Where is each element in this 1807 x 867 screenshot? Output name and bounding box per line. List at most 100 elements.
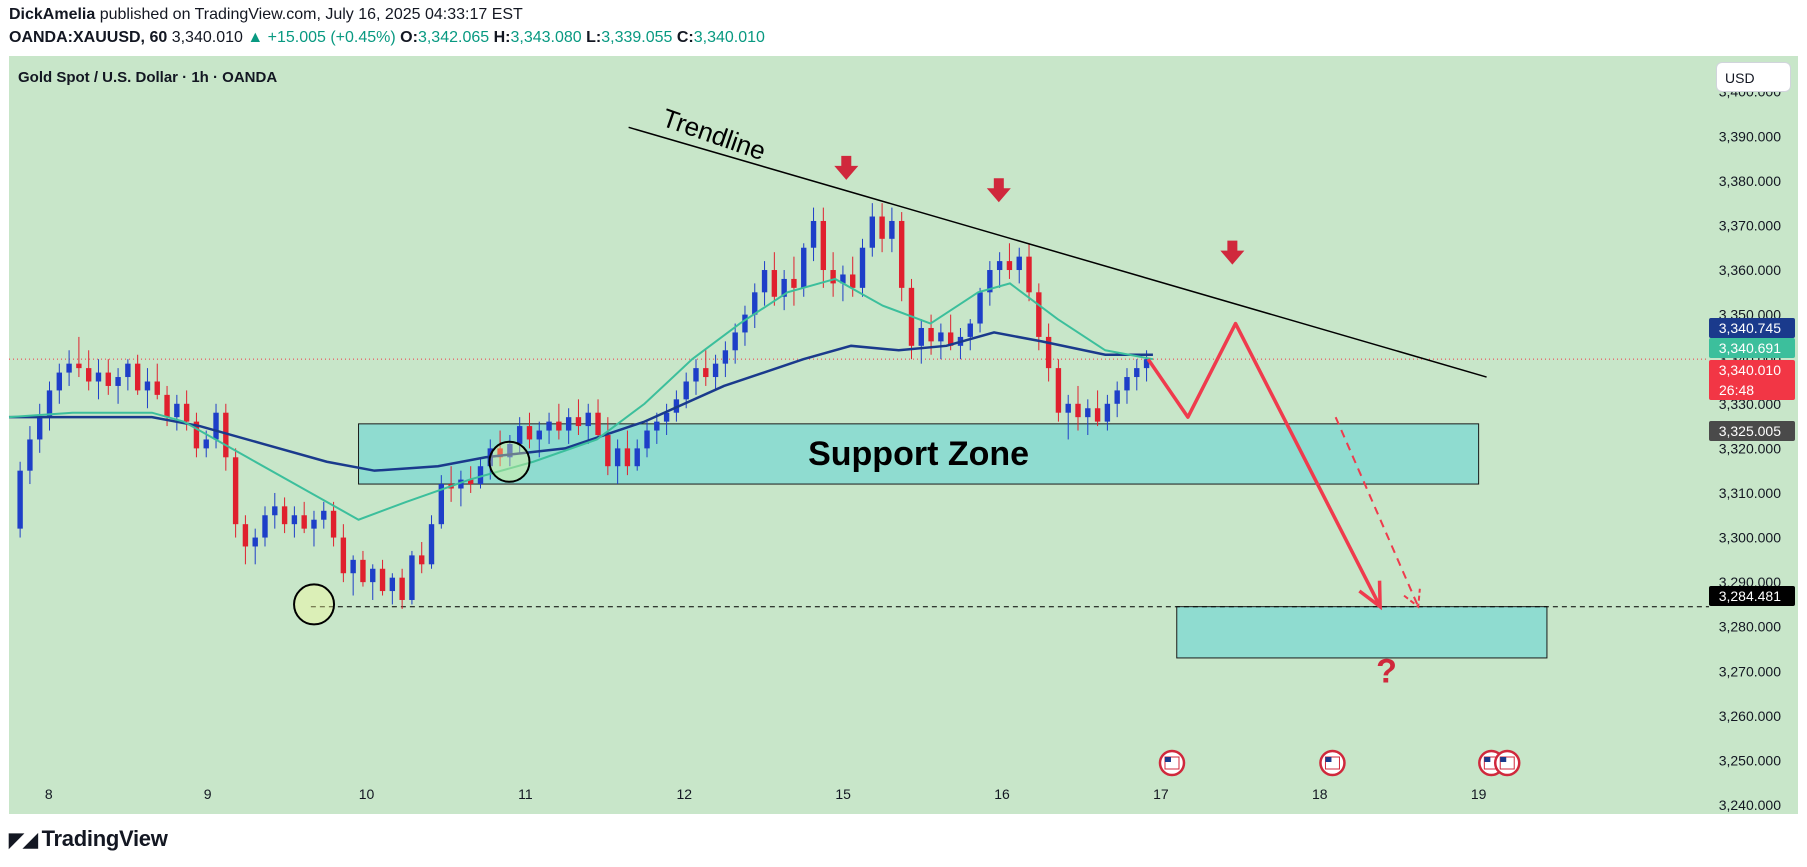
candle-body[interactable] [311, 519, 317, 529]
candle-body[interactable] [565, 417, 572, 431]
candle-body[interactable] [879, 216, 885, 239]
candle-body[interactable] [477, 466, 484, 485]
candle-body[interactable] [947, 332, 954, 346]
candle-body[interactable] [1143, 359, 1150, 369]
candle-body[interactable] [223, 412, 229, 458]
candle-body[interactable] [458, 479, 464, 489]
candle-body[interactable] [850, 274, 856, 288]
candle-body[interactable] [37, 417, 43, 440]
candle-body[interactable] [781, 278, 787, 297]
candle-body[interactable] [76, 363, 82, 369]
candle-body[interactable] [389, 577, 396, 592]
candle-body[interactable] [105, 372, 111, 386]
candle-body[interactable] [585, 412, 591, 427]
candle-body[interactable] [183, 403, 190, 422]
candle-body[interactable] [1075, 403, 1081, 418]
candle-body[interactable] [840, 274, 846, 284]
candle-body[interactable] [115, 377, 121, 386]
projection-path[interactable] [1146, 321, 1382, 608]
tradingview-logo[interactable]: ◤◢ TradingView [9, 826, 168, 852]
candle-body[interactable] [987, 270, 993, 293]
candle-body[interactable] [1134, 368, 1140, 378]
candle-body[interactable] [301, 515, 307, 529]
candle-body[interactable] [644, 430, 650, 449]
candle-body[interactable] [859, 247, 866, 288]
candle-body[interactable] [125, 363, 131, 378]
candle-body[interactable] [1124, 377, 1130, 391]
candle-body[interactable] [1055, 368, 1062, 413]
candle-body[interactable] [419, 555, 425, 565]
target-zone-box[interactable] [1176, 606, 1548, 659]
candle-body[interactable] [1045, 336, 1052, 369]
candle-body[interactable] [262, 515, 268, 538]
candle-body[interactable] [409, 555, 415, 600]
candle-body[interactable] [1114, 390, 1120, 404]
candle-body[interactable] [526, 426, 533, 440]
candle-body[interactable] [761, 270, 768, 293]
symbol-label[interactable]: OANDA:XAUUSD, 60 [9, 29, 168, 46]
candle-body[interactable] [1094, 408, 1101, 422]
candle-body[interactable] [340, 537, 347, 574]
candle-body[interactable] [174, 403, 180, 418]
candle-body[interactable] [918, 327, 924, 346]
candle-body[interactable] [66, 363, 72, 373]
candle-body[interactable] [281, 506, 288, 525]
candle-body[interactable] [213, 412, 219, 440]
candle-body[interactable] [712, 363, 719, 378]
candle-body[interactable] [1026, 256, 1032, 293]
candle-body[interactable] [95, 372, 102, 382]
candle-body[interactable] [928, 327, 934, 342]
candle-body[interactable] [1016, 256, 1022, 271]
author-name[interactable]: DickAmelia [9, 6, 96, 23]
candle-body[interactable] [428, 524, 435, 565]
trendline[interactable] [628, 126, 1487, 378]
candle-body[interactable] [801, 247, 807, 288]
candle-body[interactable] [56, 372, 62, 391]
candle-body[interactable] [977, 292, 983, 324]
candle-body[interactable] [683, 381, 689, 400]
candle-body[interactable] [17, 470, 23, 529]
candle-body[interactable] [242, 524, 249, 547]
candle-body[interactable] [575, 417, 582, 427]
candle-body[interactable] [46, 390, 53, 418]
candle-body[interactable] [614, 448, 621, 467]
candle-body[interactable] [1104, 403, 1111, 422]
candle-body[interactable] [497, 448, 503, 458]
candle-body[interactable] [350, 559, 356, 574]
candle-body[interactable] [203, 439, 209, 449]
candle-body[interactable] [654, 421, 660, 431]
projection-dashed-path[interactable] [1334, 416, 1420, 608]
candle-body[interactable] [507, 443, 513, 458]
candle-body[interactable] [1085, 408, 1091, 418]
candle-body[interactable] [898, 220, 905, 288]
candle-body[interactable] [144, 381, 151, 391]
candle-body[interactable] [869, 216, 875, 248]
candle-body[interactable] [634, 448, 640, 467]
candle-body[interactable] [546, 421, 552, 431]
candle-body[interactable] [438, 484, 445, 525]
candle-body[interactable] [379, 568, 386, 592]
candle-body[interactable] [134, 363, 141, 391]
candle-body[interactable] [624, 448, 631, 467]
candle-body[interactable] [27, 439, 33, 471]
candle-body[interactable] [967, 323, 973, 337]
candle-body[interactable] [330, 510, 337, 538]
candle-body[interactable] [154, 381, 160, 395]
candle-body[interactable] [996, 261, 1003, 271]
candle-body[interactable] [810, 220, 817, 248]
candle-body[interactable] [232, 457, 239, 525]
candle-body[interactable] [556, 421, 562, 431]
candle-body[interactable] [663, 412, 670, 422]
candle-body[interactable] [889, 220, 895, 239]
candle-body[interactable] [468, 479, 474, 485]
candle-body[interactable] [703, 368, 709, 378]
candle-body[interactable] [771, 270, 778, 297]
ema-slow-line[interactable] [9, 331, 1153, 472]
candle-body[interactable] [272, 506, 278, 516]
candle-body[interactable] [742, 314, 748, 333]
candle-body[interactable] [321, 510, 327, 520]
candle-body[interactable] [791, 278, 797, 288]
candle-body[interactable] [536, 430, 542, 440]
